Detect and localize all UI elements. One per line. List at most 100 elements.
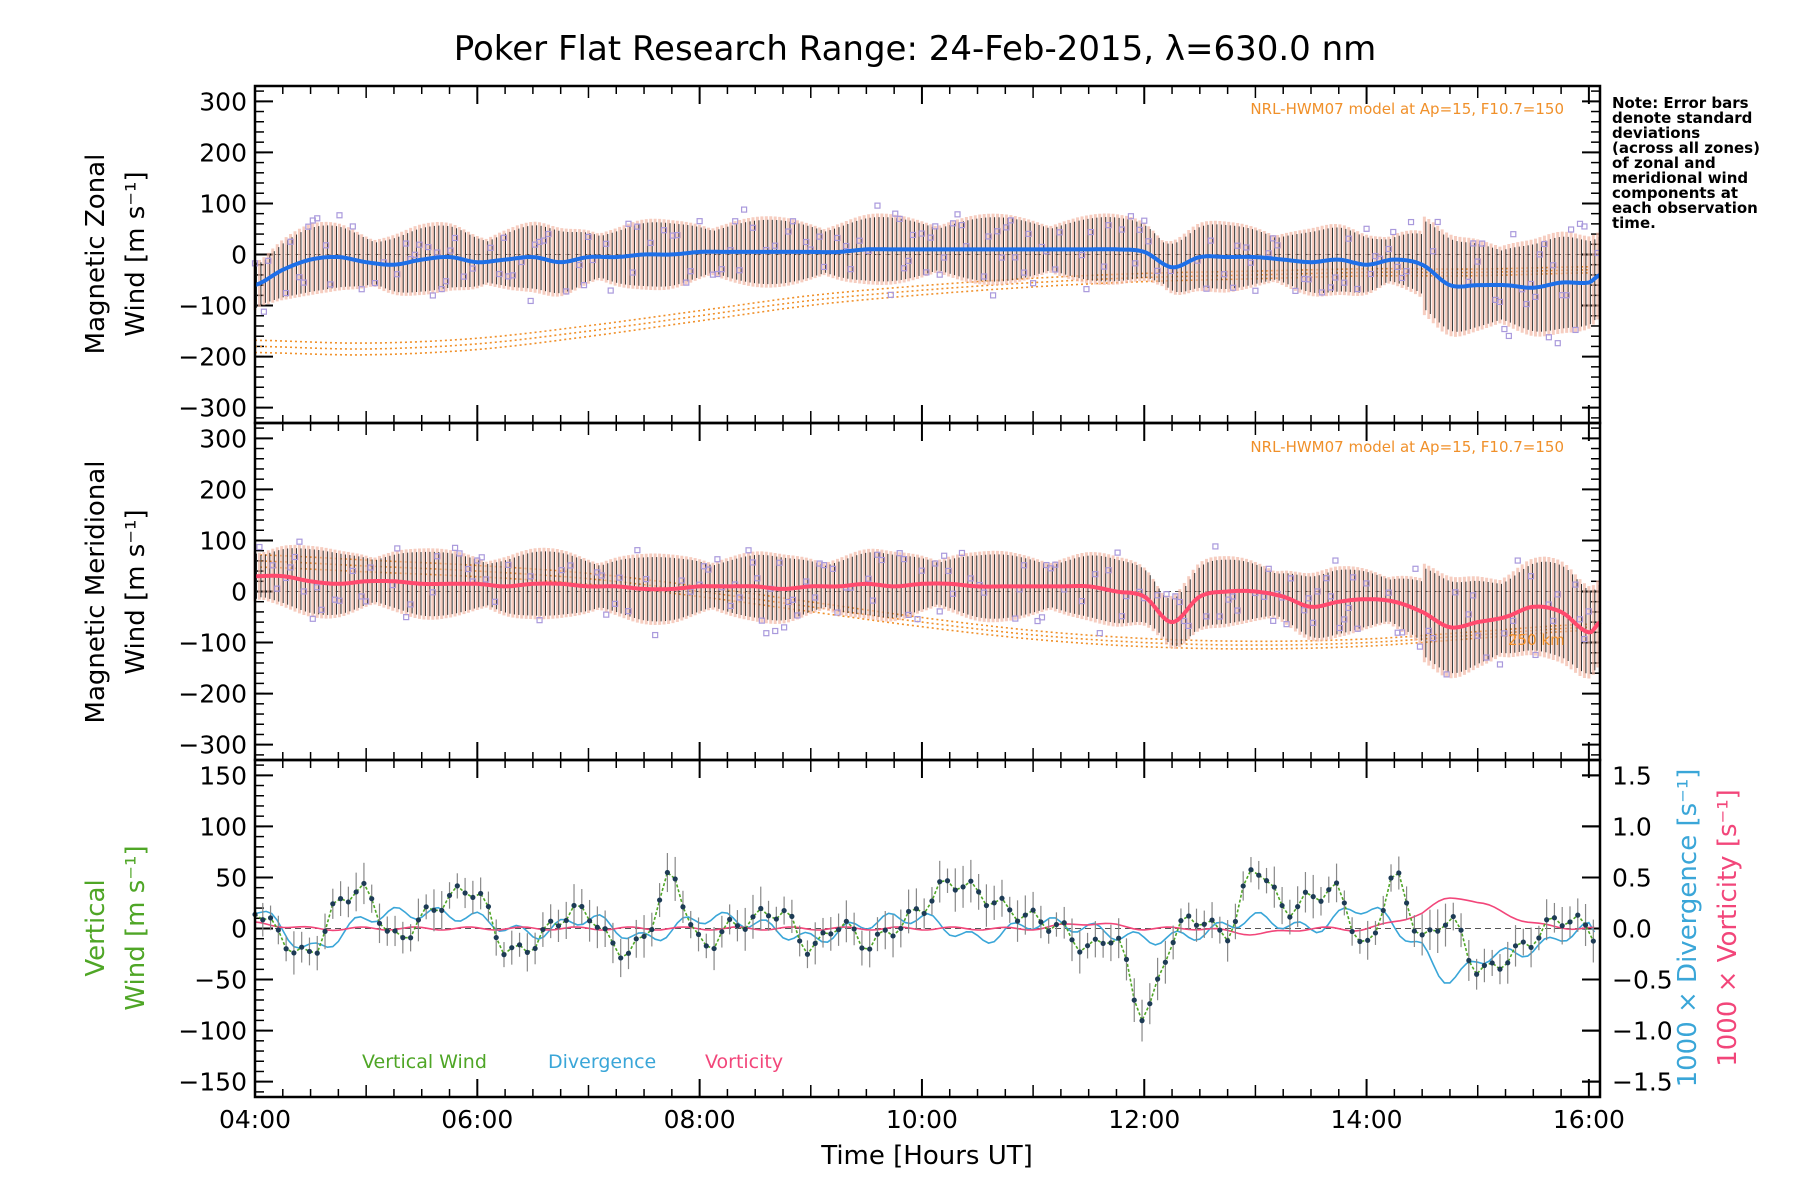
meridional-ytick-label: −300 [178, 731, 247, 760]
zonal-zone-point [634, 223, 641, 230]
vertical-wind-point [1193, 922, 1200, 928]
zonal-zone-point [1118, 226, 1126, 233]
vertical-wind-point [1365, 937, 1371, 943]
meridional-zone-point [474, 557, 481, 564]
vertical-wind-point [898, 925, 904, 932]
meridional-zone-point [1581, 635, 1588, 643]
x-tick-label: 08:00 [664, 1105, 736, 1134]
meridional-zone-point [349, 567, 356, 575]
vertical-wind-point [1147, 1001, 1153, 1007]
meridional-zone-point [1181, 617, 1188, 625]
vertical-wind-point [1403, 900, 1410, 906]
meridional-zone-point [1216, 613, 1223, 620]
zonal-zone-point [1207, 237, 1215, 244]
zonal-zone-point [425, 244, 432, 251]
vorticity-axis-label: 1000 × Vorticity [s⁻¹] [1713, 789, 1743, 1067]
meridional-zone-point [905, 611, 912, 618]
vertical-wind-point [1341, 900, 1347, 906]
zonal-zone-point [1345, 235, 1352, 242]
vertical-wind-point [1038, 919, 1044, 925]
meridional-zone-point [1185, 622, 1192, 630]
meridional-zone-point [772, 627, 779, 635]
meridional-zone-point [865, 575, 872, 582]
vertical-wind-point [462, 890, 468, 896]
meridional-zone-point [678, 577, 685, 584]
vertical-wind-point [921, 910, 927, 917]
zonal-zone-point [994, 228, 1001, 235]
vertical-wind-point [1022, 912, 1028, 918]
vertical-wind-point [983, 902, 990, 909]
vertical-wind-point [384, 928, 390, 934]
vertical-wind-point [470, 894, 476, 901]
zonal-zone-point [1230, 284, 1237, 291]
vertical-wind-point [446, 892, 453, 899]
legend-divergence: Divergence [548, 1051, 656, 1073]
vertical-wind-point [1544, 917, 1550, 923]
zonal-zone-point [1385, 245, 1392, 253]
vertical-wind-point [968, 878, 974, 884]
zonal-zone-point [1136, 226, 1143, 233]
vertical-wind-point [641, 933, 647, 939]
zonal-zone-point [740, 206, 748, 213]
vertical-wind-point [976, 889, 982, 895]
meridional-zone-point [336, 597, 343, 604]
vertical-wind-point [618, 955, 624, 961]
vertical-wind-point [657, 897, 663, 903]
vertical-wind-point [1069, 937, 1075, 943]
zonal-zone-point [580, 282, 588, 289]
zonal-zone-point [260, 308, 267, 315]
zonal-zone-point [416, 241, 423, 248]
x-tick-label: 10:00 [886, 1105, 958, 1134]
vertical-wind-point [1170, 939, 1176, 946]
vertical-wind-point [267, 915, 274, 921]
vertical-wind-point [1046, 928, 1052, 934]
right-ytick-label: 1.5 [1612, 761, 1652, 790]
meridional-zone-point [598, 572, 605, 579]
meridional-model-curve [254, 566, 1589, 650]
vertical-wind-point [540, 926, 546, 933]
meridional-zone-point [269, 562, 276, 569]
meridional-ytick-label: 0 [231, 578, 247, 607]
meridional-zone-point [1425, 627, 1432, 634]
meridional-ytick-label: 200 [199, 475, 247, 504]
zonal-zone-point [1470, 240, 1477, 247]
zonal-zone-point [918, 230, 926, 237]
meridional-zone-point [1172, 593, 1179, 600]
meridional-zone-point [949, 590, 957, 597]
zonal-zone-point [1550, 262, 1557, 269]
vertical-wind-point [493, 934, 499, 941]
vertical-wind-point [345, 899, 351, 905]
vertical-wind-point [960, 884, 966, 890]
zonal-zone-point [714, 270, 721, 278]
vertical-wind-point [1497, 966, 1503, 972]
vertical-wind-point [1450, 913, 1456, 920]
divergence-axis-label: 1000 × Divergence [s⁻¹] [1673, 769, 1703, 1088]
zonal-wind-panel: 300 200 100 0 −100 −200 −300 NRL-HWM07 model a… [81, 84, 1602, 425]
meridional-zone-point [1550, 617, 1557, 624]
zonal-zone-point [1265, 250, 1272, 257]
meridional-zone-point [869, 597, 877, 604]
vertical-wind-point [400, 935, 406, 941]
vertical-wind-point [1302, 889, 1309, 895]
note-line-7: components at [1612, 184, 1738, 202]
meridional-zone-point [1096, 630, 1103, 637]
meridional-ytick-label: 300 [199, 424, 247, 453]
vertical-wind-point [874, 931, 881, 937]
meridional-zone-point [643, 576, 650, 583]
zonal-zone-point [496, 270, 503, 278]
meridional-zone-point [758, 617, 765, 624]
meridional-zone-point [1532, 651, 1539, 659]
zonal-zone-point [736, 267, 743, 274]
zonal-zone-point [460, 273, 468, 280]
zonal-zone-point [1430, 248, 1437, 255]
meridional-zone-point [687, 588, 694, 595]
vertical-wind-point [579, 903, 585, 910]
meridional-zone-point [1385, 589, 1392, 596]
zonal-zone-point [1234, 242, 1241, 249]
zonal-zone-point [1403, 268, 1410, 275]
zonal-plot-layer: 300 200 100 0 −100 −200 −300 [178, 86, 1601, 423]
zonal-zone-point [296, 274, 303, 281]
meridional-zone-point [1399, 629, 1406, 636]
vertical-wind-point [1349, 928, 1355, 935]
vertical-wind-point [1287, 914, 1293, 920]
